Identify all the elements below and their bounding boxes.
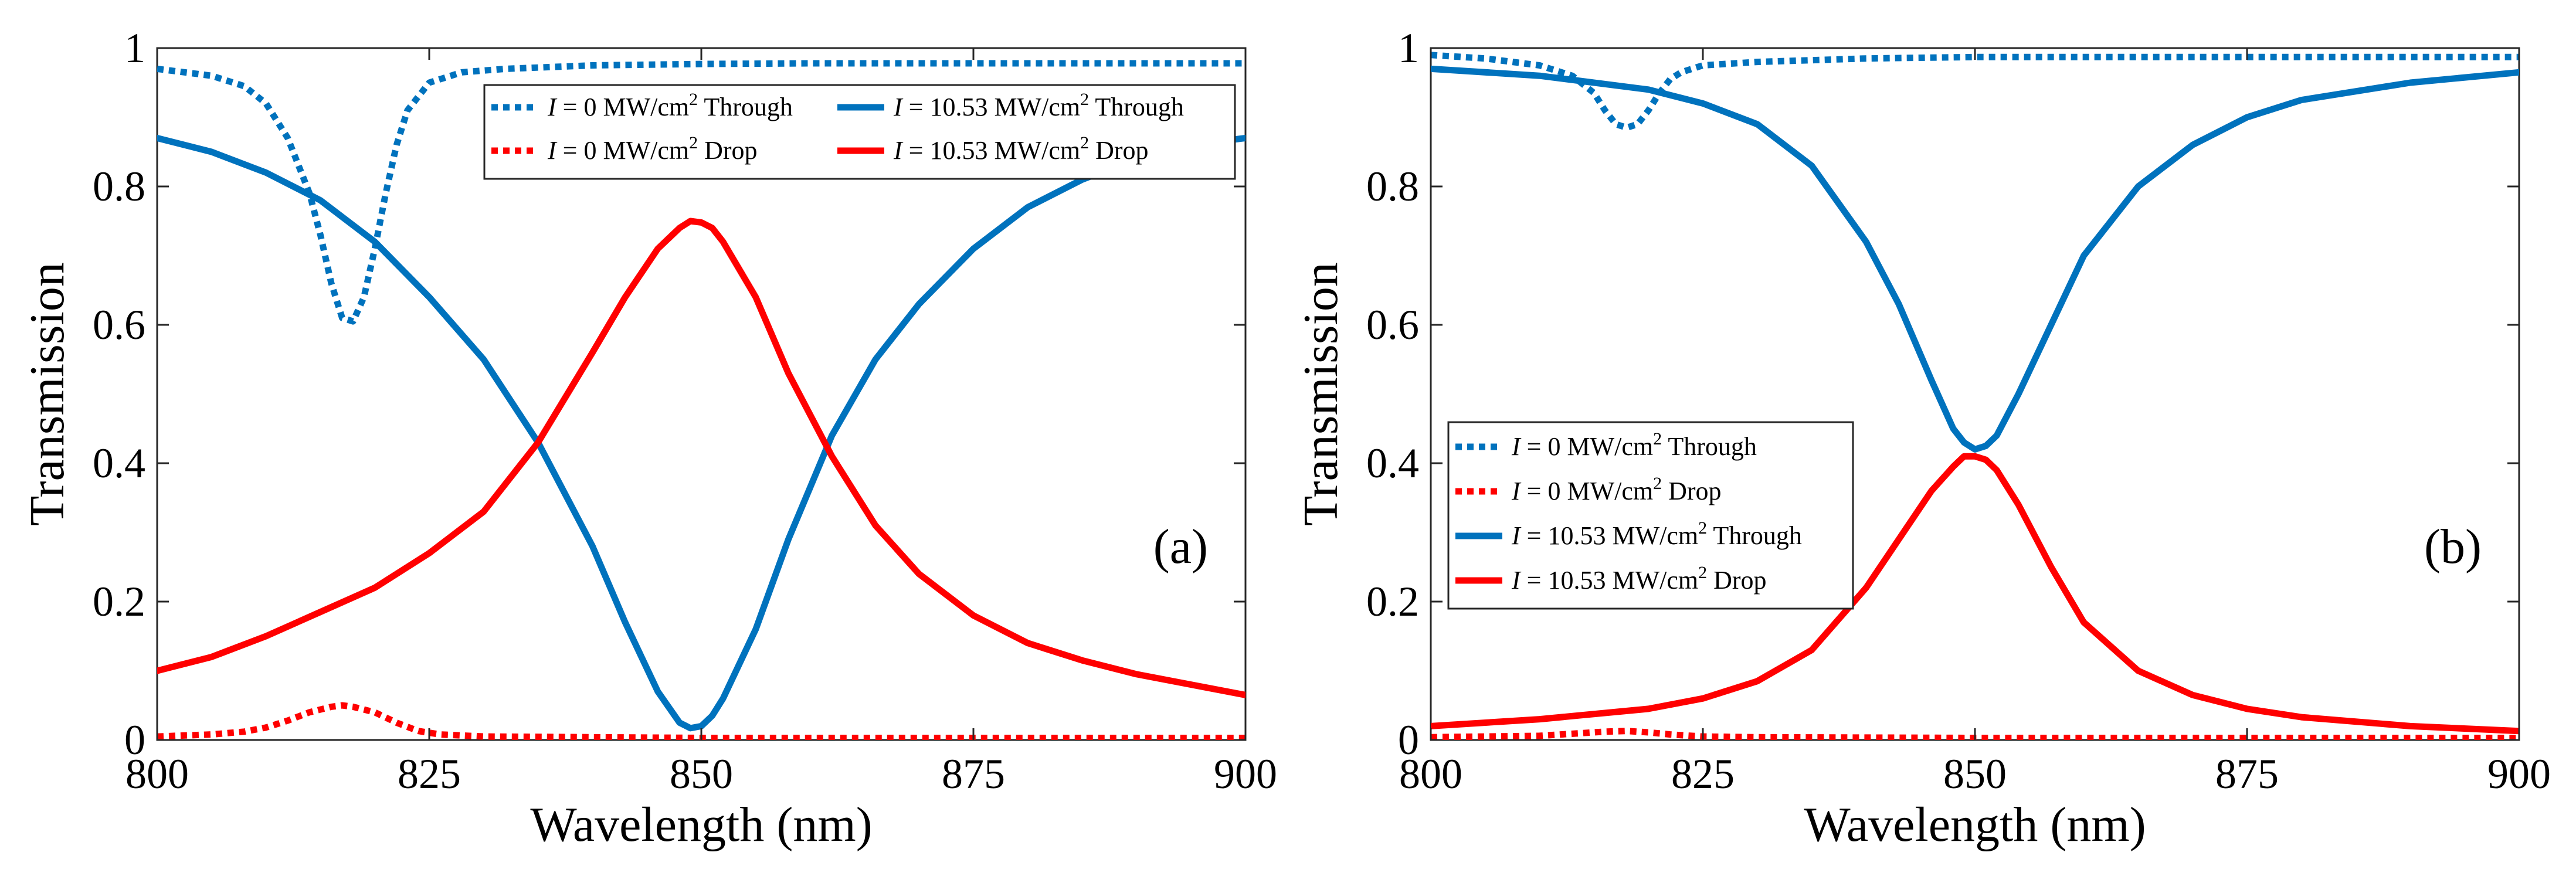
x-tick-label: 900 (1214, 751, 1277, 797)
plot-area (1430, 47, 2520, 741)
series-line-1 (157, 60, 1245, 325)
series-line-2 (1431, 728, 2519, 740)
y-tick-label: 0.4 (93, 440, 145, 487)
series-line-4 (157, 218, 1245, 698)
legend-label-4: I = 10.53 MW/cm2 Drop (893, 133, 1149, 165)
series-line-4 (1431, 453, 2519, 735)
y-axis-label: Transmission (1294, 262, 1348, 526)
y-tick-label: 0.2 (93, 578, 145, 625)
series-lines (157, 60, 1245, 740)
series-line-2 (157, 702, 1245, 740)
x-tick-label: 850 (1943, 751, 2007, 797)
legend-label-1: I = 0 MW/cm2 Through (547, 90, 793, 121)
legend-label-3: I = 10.53 MW/cm2 Through (893, 90, 1184, 121)
x-axis-label: Wavelength (nm) (1804, 797, 2146, 852)
x-tick-label: 800 (1399, 751, 1462, 797)
legend: I = 0 MW/cm2 Through I = 0 MW/cm2 Drop I =… (1447, 421, 1854, 610)
x-axis-label: Wavelength (nm) (530, 797, 872, 852)
y-tick-label: 0 (1398, 717, 1419, 763)
panel-label: (b) (2424, 520, 2482, 574)
chart-panel-b: 800 825 850 875 900 0 0.2 0.4 0.6 0.8 1 Wavelength … (1294, 25, 2551, 852)
x-tick-label: 850 (670, 751, 733, 797)
y-tick-label: 1 (124, 25, 145, 72)
y-tick-label: 0 (124, 717, 145, 763)
x-tick-label: 800 (125, 751, 189, 797)
legend-box (1447, 421, 1854, 610)
x-tick-label: 875 (2215, 751, 2279, 797)
y-tick-label: 1 (1398, 25, 1419, 72)
x-tick-label: 825 (1671, 751, 1735, 797)
y-tick-label: 0.2 (1366, 578, 1419, 625)
x-tick-label: 900 (2487, 751, 2551, 797)
y-tick-label: 0.4 (1366, 440, 1419, 487)
legend-box (483, 84, 1236, 180)
series-line-3 (157, 134, 1245, 732)
series-lines (1431, 52, 2519, 740)
legend-label-3: I = 10.53 MW/cm2 Through (1511, 518, 1802, 550)
panel-label: (a) (1153, 520, 1208, 574)
y-axis-label: Transmission (20, 262, 74, 526)
y-tick-label: 0.8 (93, 163, 145, 210)
y-tick-label: 0.8 (1366, 163, 1419, 210)
series-line-1 (1431, 52, 2519, 131)
x-tick-label: 875 (942, 751, 1005, 797)
chart-panel-a: 800 825 850 875 900 0 0.2 0.4 0.6 0.8 1 Wavelength … (20, 25, 1277, 852)
legend-label-4: I = 10.53 MW/cm2 Drop (1511, 563, 1767, 595)
legend-label-1: I = 0 MW/cm2 Through (1511, 429, 1757, 461)
legend-label-2: I = 0 MW/cm2 Drop (547, 133, 758, 165)
legend: I = 0 MW/cm2 Through I = 0 MW/cm2 Drop I =… (483, 84, 1236, 180)
y-tick-label: 0.6 (1366, 301, 1419, 348)
y-tick-label: 0.6 (93, 301, 145, 348)
x-tick-label: 825 (398, 751, 461, 797)
legend-label-2: I = 0 MW/cm2 Drop (1511, 474, 1722, 505)
series-line-3 (1431, 65, 2519, 453)
